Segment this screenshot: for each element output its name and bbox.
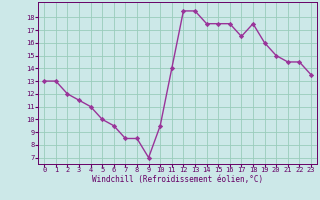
X-axis label: Windchill (Refroidissement éolien,°C): Windchill (Refroidissement éolien,°C) <box>92 175 263 184</box>
